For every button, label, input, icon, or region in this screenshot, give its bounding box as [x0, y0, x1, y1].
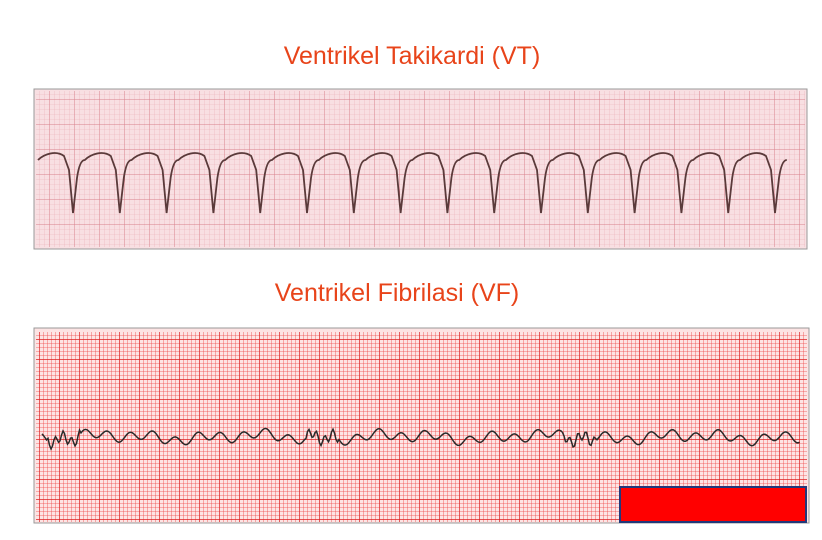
- vf-title: Ventrikel Fibrilasi (VF): [274, 279, 520, 307]
- vt-title: Ventrikel Takikardi (VT): [283, 42, 541, 70]
- vf-waveform: [41, 427, 800, 451]
- vt-grid: [36, 91, 805, 247]
- red-box: [619, 486, 807, 523]
- vt-waveform: [37, 152, 787, 214]
